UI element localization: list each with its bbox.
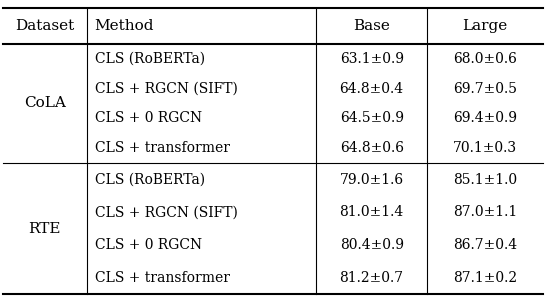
- Text: 81.0±1.4: 81.0±1.4: [340, 205, 404, 219]
- Text: CLS (RoBERTa): CLS (RoBERTa): [94, 172, 205, 187]
- Text: 69.7±0.5: 69.7±0.5: [453, 82, 517, 95]
- Text: 68.0±0.6: 68.0±0.6: [453, 52, 517, 66]
- Text: 87.1±0.2: 87.1±0.2: [453, 271, 517, 285]
- Text: 79.0±1.6: 79.0±1.6: [340, 172, 403, 187]
- Text: 64.5±0.9: 64.5±0.9: [340, 111, 403, 125]
- Text: 64.8±0.4: 64.8±0.4: [340, 82, 403, 95]
- Text: 80.4±0.9: 80.4±0.9: [340, 238, 403, 252]
- Text: 63.1±0.9: 63.1±0.9: [340, 52, 403, 66]
- Text: Method: Method: [94, 19, 154, 33]
- Text: RTE: RTE: [28, 222, 61, 236]
- Text: Base: Base: [353, 19, 390, 33]
- Text: CLS (RoBERTa): CLS (RoBERTa): [94, 52, 205, 66]
- Text: 69.4±0.9: 69.4±0.9: [453, 111, 517, 125]
- Text: 85.1±1.0: 85.1±1.0: [453, 172, 517, 187]
- Text: 70.1±0.3: 70.1±0.3: [453, 141, 517, 155]
- Text: CoLA: CoLA: [23, 96, 66, 111]
- Text: 86.7±0.4: 86.7±0.4: [453, 238, 517, 252]
- Text: 81.2±0.7: 81.2±0.7: [340, 271, 403, 285]
- Text: CLS + RGCN (SIFT): CLS + RGCN (SIFT): [94, 82, 238, 95]
- Text: 87.0±1.1: 87.0±1.1: [453, 205, 517, 219]
- Text: CLS + RGCN (SIFT): CLS + RGCN (SIFT): [94, 205, 238, 219]
- Text: CLS + transformer: CLS + transformer: [94, 141, 230, 155]
- Text: Dataset: Dataset: [15, 19, 74, 33]
- Text: CLS + 0 RGCN: CLS + 0 RGCN: [94, 238, 201, 252]
- Text: 64.8±0.6: 64.8±0.6: [340, 141, 403, 155]
- Text: CLS + 0 RGCN: CLS + 0 RGCN: [94, 111, 201, 125]
- Text: Large: Large: [462, 19, 508, 33]
- Text: CLS + transformer: CLS + transformer: [94, 271, 230, 285]
